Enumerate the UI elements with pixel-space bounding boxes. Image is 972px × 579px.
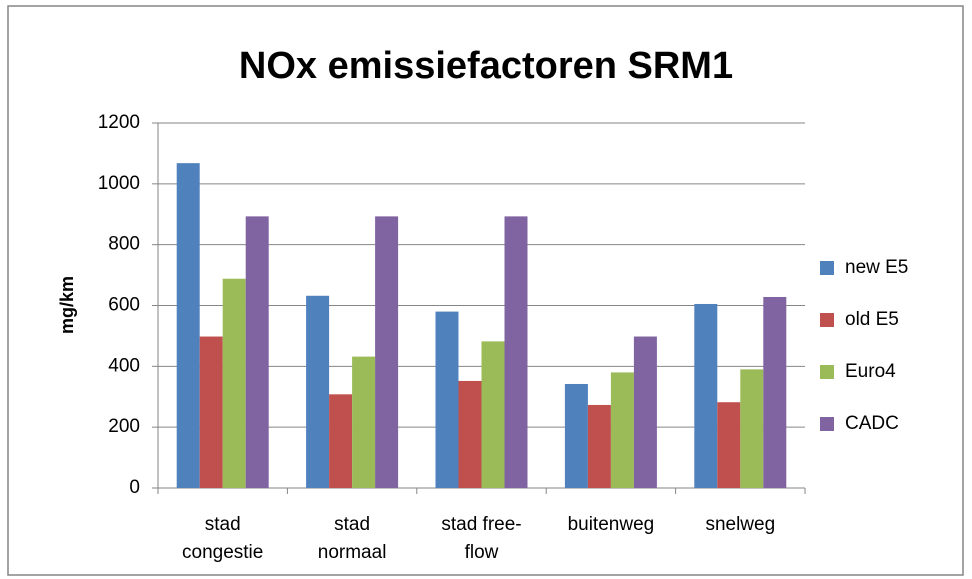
y-axis-label: mg/km	[57, 276, 77, 334]
bar	[694, 303, 718, 488]
y-tick-label: 200	[108, 416, 140, 437]
legend-label: Euro4	[845, 361, 896, 382]
bar	[329, 394, 353, 488]
bar	[633, 336, 657, 488]
legend-swatch	[820, 313, 834, 327]
bar	[352, 356, 376, 488]
bar	[587, 404, 611, 488]
legend-swatch	[820, 417, 834, 431]
y-tick-label: 400	[108, 355, 140, 376]
bar	[306, 295, 330, 488]
bar	[564, 383, 588, 488]
bar	[481, 341, 505, 488]
legend-swatch	[820, 365, 834, 379]
x-tick-label: normaal	[318, 542, 387, 563]
x-tick-label: stad	[205, 514, 241, 535]
bar	[245, 216, 269, 489]
x-tick-label: stad free-	[441, 514, 521, 535]
legend-label: old E5	[845, 309, 899, 330]
bar	[375, 216, 399, 489]
legend-label: CADC	[845, 413, 899, 434]
x-tick-label: stad	[334, 514, 370, 535]
x-tick-label: buitenweg	[568, 514, 655, 535]
bar	[435, 311, 459, 488]
bar	[199, 336, 223, 488]
y-tick-label: 1000	[98, 173, 140, 194]
y-tick-label: 600	[108, 295, 140, 316]
chart-title: NOx emissiefactoren SRM1	[239, 45, 733, 87]
chart-border	[7, 5, 964, 576]
x-tick-label: flow	[465, 542, 499, 563]
bar	[763, 296, 787, 488]
y-tick-label: 1200	[98, 112, 140, 133]
bar	[717, 402, 741, 488]
bar	[222, 278, 246, 488]
bar	[458, 380, 482, 488]
x-tick-label: congestie	[182, 542, 263, 563]
bar	[176, 163, 200, 488]
y-tick-label: 800	[108, 234, 140, 255]
legend-swatch	[820, 261, 834, 275]
bar	[610, 372, 634, 488]
x-tick-label: snelweg	[705, 514, 775, 535]
bar	[504, 216, 528, 489]
legend-label: new E5	[845, 257, 908, 278]
y-tick-label: 0	[129, 477, 140, 498]
bar	[740, 369, 764, 488]
